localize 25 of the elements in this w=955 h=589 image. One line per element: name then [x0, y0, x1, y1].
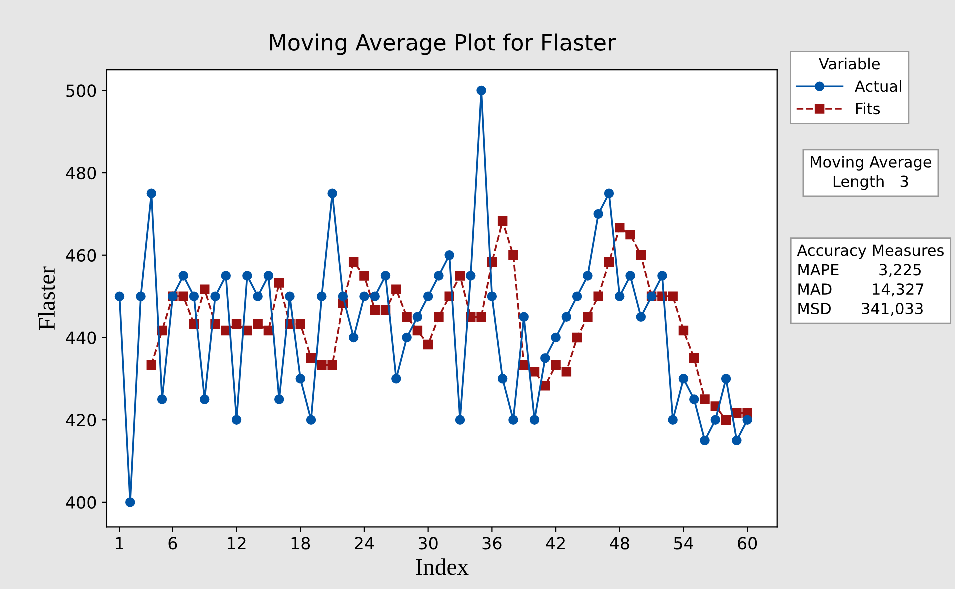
y-tick-label: 480 — [66, 166, 96, 180]
x-tick-label: 48 — [610, 537, 630, 550]
legend-title: Variable — [819, 58, 880, 70]
y-tick-label: 420 — [66, 414, 96, 427]
x-tick-label: 54 — [674, 537, 694, 550]
x-tick-label: 6 — [168, 537, 178, 550]
x-tick-label: 24 — [355, 537, 374, 550]
y-tick-label: 440 — [66, 332, 96, 344]
text: Moving Average Length 3 — [811, 156, 932, 190]
x-tick-label: 18 — [292, 537, 310, 550]
x-tick-label: 12 — [228, 537, 246, 550]
text: Accuracy Measures MAPE 3,225 MAD 14,327 MSD 341,033 — [797, 244, 944, 316]
x-axis-title: Index — [416, 558, 469, 576]
x-tick-label: 1 — [116, 537, 124, 550]
x-tick-label: 36 — [482, 537, 502, 550]
y-axis-title: Flaster — [38, 266, 56, 330]
y-tick-label: 460 — [66, 249, 96, 262]
y-tick-label: 400 — [66, 496, 96, 510]
legend-label: Actual — [855, 80, 902, 92]
x-tick-label: 60 — [738, 537, 758, 550]
legend-label: Fits — [856, 102, 880, 115]
x-tick-label: 30 — [419, 537, 438, 550]
y-tick-label: 500 — [66, 84, 96, 98]
x-tick-label: 42 — [546, 537, 565, 550]
chart-title: Moving Average Plot for Flaster — [270, 34, 616, 56]
